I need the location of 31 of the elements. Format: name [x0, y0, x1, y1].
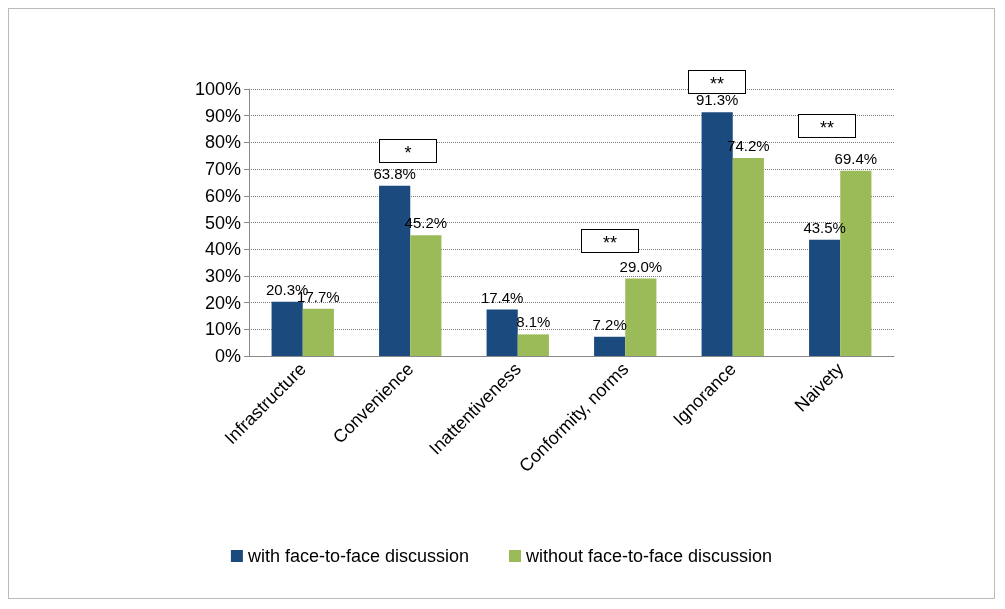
legend-label: without face-to-face discussion	[524, 546, 773, 566]
bar	[271, 301, 303, 356]
y-tick-label: 40%	[204, 239, 241, 260]
bar	[517, 334, 549, 356]
data-label: 17.4%	[480, 288, 524, 306]
data-label: 63.8%	[373, 164, 416, 182]
y-tick-label: 100%	[194, 79, 241, 99]
y-tick-label: 10%	[204, 319, 241, 340]
y-tick-label: 50%	[204, 212, 241, 233]
data-label: 69.4%	[834, 149, 878, 167]
y-tick-label: 20%	[204, 292, 241, 313]
data-label: 91.3%	[695, 91, 739, 109]
legend-label: with face-to-face discussion	[246, 546, 469, 566]
y-tick-label: 60%	[204, 185, 241, 206]
bar	[302, 308, 334, 356]
y-tick-label: 70%	[204, 159, 241, 180]
bar	[732, 157, 764, 356]
annotation: **	[709, 74, 725, 94]
bar	[809, 239, 841, 356]
annotation: **	[602, 233, 618, 253]
y-tick-label: 30%	[204, 265, 241, 286]
annotation: **	[819, 118, 835, 138]
bar	[410, 235, 442, 356]
y-tick-label: 80%	[204, 132, 241, 153]
bar	[486, 309, 518, 356]
annotation: *	[404, 143, 412, 163]
data-label: 29.0%	[619, 257, 663, 275]
y-tick-label: 0%	[214, 346, 241, 366]
y-tick-label: 90%	[204, 105, 241, 126]
bar	[594, 336, 626, 356]
bar	[625, 278, 657, 356]
